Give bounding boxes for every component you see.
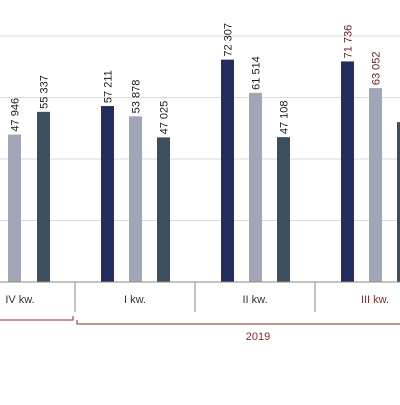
bar-s3-ikw bbox=[157, 137, 170, 282]
data-label: 47 946 bbox=[10, 98, 22, 132]
data-label: 57 211 bbox=[103, 70, 115, 103]
data-label: 72 307 bbox=[223, 23, 235, 57]
category-label: I kw. bbox=[124, 294, 146, 306]
prior-year-bracket bbox=[0, 316, 73, 320]
data-label: 55 337 bbox=[39, 75, 51, 109]
bar-s2-ivkw bbox=[8, 135, 21, 282]
data-label: 53 878 bbox=[131, 80, 143, 114]
bar-s2-iikw bbox=[249, 93, 262, 282]
category-label: IV kw. bbox=[5, 294, 34, 306]
data-label: 63 052 bbox=[371, 51, 383, 85]
bar-s2-iiikw bbox=[369, 88, 382, 282]
bar-s2-ikw bbox=[129, 116, 142, 282]
data-label: 47 025 bbox=[159, 101, 171, 135]
bar-s1-iikw bbox=[221, 60, 234, 282]
bar-s1-ikw bbox=[101, 106, 114, 282]
bar-s1-iiikw bbox=[341, 61, 354, 282]
bar-s3-ivkw bbox=[37, 112, 50, 282]
category-label: III kw. bbox=[361, 294, 389, 306]
year-bracket bbox=[77, 320, 400, 324]
bar-s3-iikw bbox=[277, 137, 290, 282]
category-label: II kw. bbox=[242, 294, 267, 306]
data-label: 47 108 bbox=[279, 100, 291, 134]
data-label: 71 736 bbox=[343, 25, 355, 59]
year-label: 2019 bbox=[246, 331, 270, 343]
data-label: 61 514 bbox=[251, 56, 263, 90]
